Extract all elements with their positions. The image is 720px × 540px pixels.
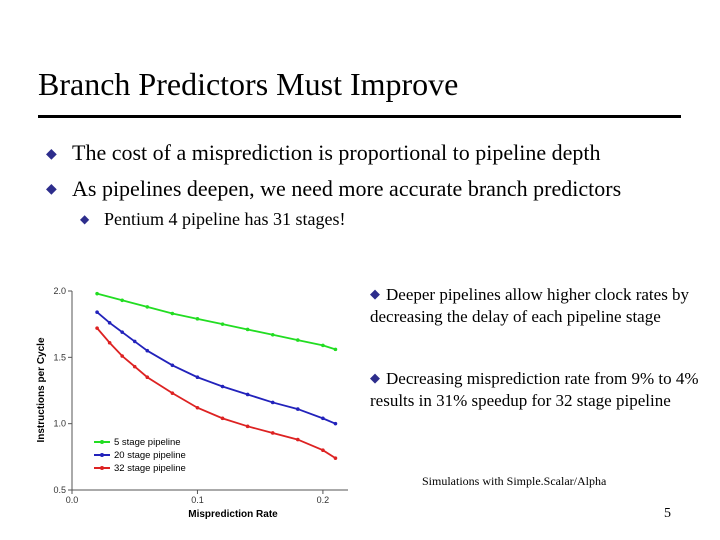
bullet-text: The cost of a misprediction is proportio… bbox=[72, 140, 601, 165]
data-point bbox=[95, 310, 99, 315]
data-point bbox=[120, 330, 124, 334]
data-point bbox=[95, 291, 99, 296]
chart-axes: 0.5 1.0 1.5 2.0 0.0 0.1 0.2 bbox=[53, 286, 348, 505]
note-text: Decreasing misprediction rate from 9% to… bbox=[370, 369, 699, 410]
sub-bullet-text: Pentium 4 pipeline has 31 stages! bbox=[104, 209, 346, 229]
legend-marker bbox=[100, 440, 104, 444]
data-point bbox=[145, 348, 150, 353]
y-tick-label: 1.0 bbox=[53, 419, 66, 429]
data-point bbox=[321, 343, 325, 348]
data-point bbox=[132, 339, 137, 344]
data-point bbox=[107, 340, 112, 345]
note-deeper-pipelines: ◆ Deeper pipelines allow higher clock rat… bbox=[370, 284, 700, 328]
ipc-vs-misprediction-chart: 0.5 1.0 1.5 2.0 0.0 0.1 0.2 5 stage pipeline 20… bbox=[36, 286, 348, 520]
y-axis-label: Instructions per Cycle bbox=[36, 337, 47, 442]
x-axis-label: Misprediction Rate bbox=[188, 509, 278, 520]
data-point bbox=[107, 321, 112, 325]
chart-series bbox=[95, 291, 338, 460]
data-point bbox=[95, 326, 99, 330]
data-point bbox=[296, 437, 300, 442]
legend-marker bbox=[100, 453, 104, 457]
data-point bbox=[145, 375, 150, 380]
data-point bbox=[321, 448, 325, 452]
data-point bbox=[195, 317, 200, 321]
note-text: Deeper pipelines allow higher clock rate… bbox=[370, 285, 690, 326]
y-tick-label: 0.5 bbox=[53, 485, 66, 495]
data-point bbox=[270, 431, 275, 435]
legend-label: 20 stage pipeline bbox=[114, 450, 186, 461]
sub-bullet-diamond-icon: ◆ bbox=[80, 212, 90, 226]
y-tick-label: 2.0 bbox=[53, 286, 66, 296]
x-tick-label: 0.2 bbox=[317, 495, 330, 505]
note-bullet-diamond-icon: ◆ bbox=[370, 286, 380, 301]
series-line bbox=[96, 311, 336, 425]
data-point bbox=[120, 354, 124, 358]
bullet-diamond-icon: ◆ bbox=[46, 182, 57, 197]
legend-marker bbox=[100, 466, 104, 470]
title-divider bbox=[38, 115, 681, 118]
data-point bbox=[170, 363, 175, 368]
data-point bbox=[270, 332, 275, 337]
data-point bbox=[321, 416, 325, 421]
data-point bbox=[220, 416, 225, 421]
note-misprediction-rate: ◆ Decreasing misprediction rate from 9% t… bbox=[370, 368, 700, 412]
page-number: 5 bbox=[664, 506, 671, 521]
bullet-text: As pipelines deepen, we need more accura… bbox=[72, 176, 622, 201]
data-point bbox=[170, 391, 175, 395]
data-point bbox=[145, 305, 150, 309]
y-tick-label: 1.5 bbox=[53, 352, 66, 362]
legend-label: 32 stage pipeline bbox=[114, 463, 186, 474]
slide-title: Branch Predictors Must Improve bbox=[38, 66, 459, 102]
data-point bbox=[120, 298, 124, 303]
simulation-caption: Simulations with Simple.Scalar/Alpha bbox=[422, 474, 607, 488]
data-point bbox=[195, 405, 200, 410]
note-bullet-diamond-icon: ◆ bbox=[370, 370, 380, 385]
data-point bbox=[245, 424, 250, 429]
chart-legend: 5 stage pipeline 20 stage pipeline 32 stag… bbox=[94, 437, 186, 474]
data-point bbox=[296, 407, 300, 411]
data-point bbox=[220, 322, 225, 326]
bullet-diamond-icon: ◆ bbox=[46, 147, 57, 162]
data-point bbox=[270, 400, 275, 405]
legend-label: 5 stage pipeline bbox=[114, 437, 181, 448]
data-point bbox=[333, 456, 338, 460]
data-point bbox=[170, 311, 175, 316]
data-point bbox=[195, 375, 200, 380]
x-tick-label: 0.1 bbox=[191, 495, 204, 505]
data-point bbox=[296, 338, 300, 342]
data-point bbox=[132, 364, 137, 369]
data-point bbox=[245, 327, 250, 332]
data-point bbox=[333, 421, 338, 426]
x-tick-label: 0.0 bbox=[66, 495, 79, 505]
data-point bbox=[220, 384, 225, 389]
data-point bbox=[245, 392, 250, 397]
data-point bbox=[333, 347, 338, 352]
